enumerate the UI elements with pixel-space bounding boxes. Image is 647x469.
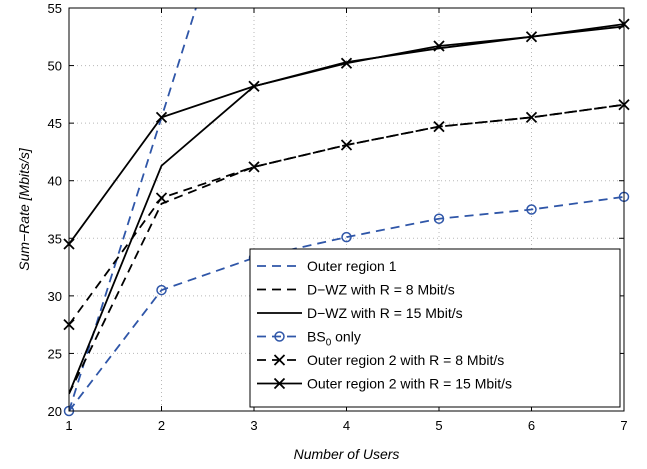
data-point bbox=[248, 80, 260, 92]
x-marker-stroke bbox=[433, 40, 445, 52]
grid bbox=[69, 8, 624, 411]
legend-label: BS0 only bbox=[307, 329, 361, 349]
x-tick-label: 1 bbox=[65, 418, 72, 433]
data-point bbox=[525, 31, 538, 43]
legend-label: Outer region 2 with R = 15 Mbit/s bbox=[307, 376, 512, 392]
legend-label-subscript: 0 bbox=[326, 338, 332, 349]
data-point bbox=[156, 284, 167, 296]
x-marker-stroke bbox=[155, 192, 168, 204]
x-tick-label: 7 bbox=[620, 418, 627, 433]
legend-swatch-marker bbox=[273, 377, 286, 390]
x-tick-label: 4 bbox=[343, 418, 350, 433]
x-marker-stroke bbox=[340, 139, 353, 151]
x-marker-stroke bbox=[248, 161, 260, 173]
legend-swatch-marker bbox=[274, 331, 285, 342]
data-point bbox=[155, 192, 168, 204]
series-line bbox=[69, 195, 624, 411]
y-tick-label: 45 bbox=[48, 116, 62, 131]
series-group bbox=[63, 8, 630, 417]
data-point bbox=[341, 231, 352, 243]
y-axis-label: Sum−Rate [Mbits/s] bbox=[16, 147, 32, 271]
x-tick-label: 5 bbox=[435, 418, 442, 433]
y-tick-label: 20 bbox=[48, 404, 62, 419]
data-point bbox=[155, 111, 168, 124]
x-marker-stroke bbox=[525, 111, 538, 124]
y-tick-label: 30 bbox=[48, 289, 62, 304]
x-marker-stroke bbox=[273, 377, 286, 390]
y-tick-label: 35 bbox=[48, 231, 62, 246]
x-marker-stroke bbox=[525, 31, 538, 43]
data-point bbox=[525, 111, 538, 124]
x-marker-stroke bbox=[273, 354, 286, 366]
x-marker-stroke bbox=[433, 120, 445, 133]
data-point bbox=[340, 57, 353, 69]
legend-label-suffix: only bbox=[331, 329, 361, 345]
data-point bbox=[340, 139, 353, 151]
y-tick-label: 25 bbox=[48, 346, 62, 361]
x-marker-stroke bbox=[155, 111, 168, 124]
legend-label: Outer region 1 bbox=[307, 258, 397, 274]
x-marker-stroke bbox=[340, 57, 353, 69]
x-tick-label: 6 bbox=[528, 418, 535, 433]
legend-label: D−WZ with R = 15 Mbit/s bbox=[307, 305, 463, 321]
data-point bbox=[526, 204, 537, 215]
x-tick-label: 2 bbox=[158, 418, 165, 433]
y-tick-label: 55 bbox=[48, 1, 62, 16]
data-point bbox=[433, 40, 445, 52]
legend-box bbox=[249, 248, 621, 408]
data-point bbox=[433, 120, 445, 133]
x-marker-stroke bbox=[248, 80, 260, 92]
data-point bbox=[248, 161, 260, 173]
legend-label: Outer region 2 with R = 8 Mbit/s bbox=[307, 352, 504, 368]
y-tick-label: 50 bbox=[48, 59, 62, 74]
data-point bbox=[433, 213, 445, 224]
y-tick-label: 40 bbox=[48, 174, 62, 189]
x-tick-label: 3 bbox=[250, 418, 257, 433]
legend-label: D−WZ with R = 8 Mbit/s bbox=[307, 282, 455, 298]
legend-swatch-marker bbox=[273, 354, 286, 366]
x-axis-label: Number of Users bbox=[294, 446, 400, 462]
legend: Outer region 1 D−WZ with R = 8 Mbit/s D−WZ… bbox=[249, 248, 621, 408]
